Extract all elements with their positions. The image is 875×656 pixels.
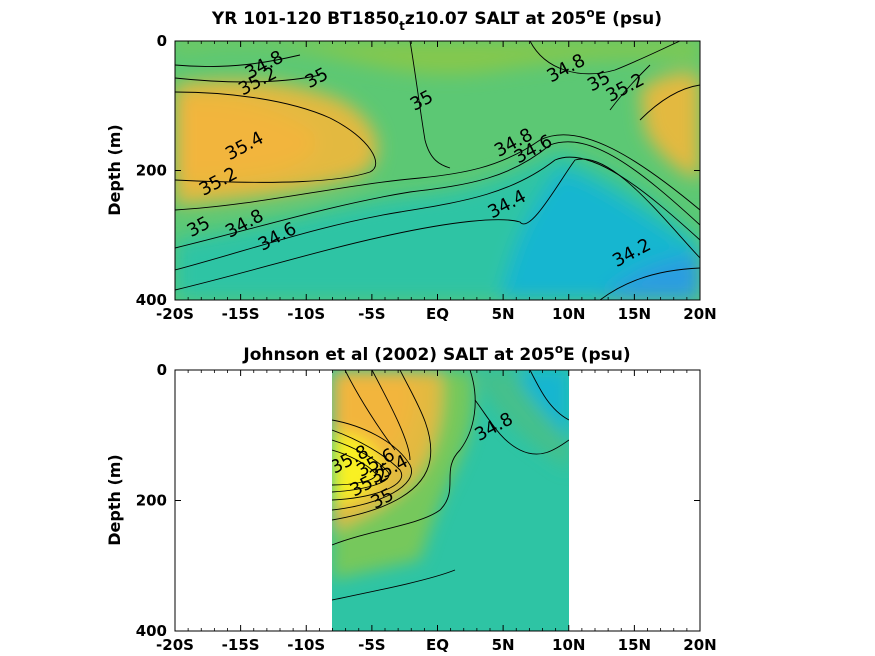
y-tick-label: 0 [157, 32, 167, 50]
bottom-contour-labels: 34.835.835.635.435.235 [332, 408, 517, 513]
contour-line [371, 370, 411, 461]
x-tick-label: -5S [358, 305, 385, 323]
top-y-axis-label: Depth (m) [105, 124, 124, 216]
x-tick-label: 20N [683, 636, 716, 654]
contour-line [332, 419, 412, 511]
bottom-heatmap: 34.835.835.635.435.235 [332, 370, 569, 631]
contour-line [332, 439, 390, 493]
contour-line [529, 370, 569, 421]
x-tick-label: EQ [426, 305, 449, 323]
contour-line [175, 134, 700, 211]
contour-line [175, 74, 321, 83]
top-axis-ticks: -20S -15S -10S -5S EQ 5N 10N 15N 20N 0 200 400 [136, 32, 717, 323]
top-contours [175, 41, 700, 300]
contour-line [609, 64, 651, 111]
contour-line [529, 41, 681, 75]
x-tick-label: -10S [287, 636, 325, 654]
heatmap-region-green [175, 41, 700, 75]
y-tick-label: 200 [136, 492, 167, 510]
x-tick-label: 15N [618, 636, 651, 654]
x-tick-label: -20S [156, 305, 194, 323]
bottom-chart: Johnson et al (2002) SALT at 205oE (psu) [105, 342, 717, 654]
contour-line [175, 158, 700, 291]
contour-line [175, 54, 301, 67]
y-tick-label: 0 [157, 361, 167, 379]
x-tick-label: -15S [222, 636, 260, 654]
contour-line [474, 399, 569, 455]
contour-line [332, 370, 432, 521]
x-tick-label: 5N [492, 305, 515, 323]
contour-line [599, 267, 700, 300]
bottom-contours [332, 370, 569, 601]
x-tick-label: 15N [618, 305, 651, 323]
contour-line [639, 84, 700, 121]
x-tick-label: 10N [552, 636, 585, 654]
x-tick-label: -5S [358, 636, 385, 654]
bottom-y-axis-label: Depth (m) [105, 454, 124, 546]
y-tick-label: 400 [136, 622, 167, 640]
top-chart: YR 101-120 BT1850tz10.07 SALT at 205oE (… [105, 6, 717, 323]
x-tick-label: -15S [222, 305, 260, 323]
x-tick-label: -10S [287, 305, 325, 323]
heatmap-region-orange-right [640, 72, 700, 180]
y-tick-label: 400 [136, 291, 167, 309]
bottom-chart-title: Johnson et al (2002) SALT at 205oE (psu) [242, 342, 630, 365]
contour-line [175, 141, 700, 249]
contour-line [409, 41, 451, 169]
x-tick-label: 10N [552, 305, 585, 323]
contour-line [332, 370, 476, 546]
top-chart-title: YR 101-120 BT1850tz10.07 SALT at 205oE (… [211, 6, 662, 33]
x-tick-label: -20S [156, 636, 194, 654]
x-tick-label: EQ [426, 636, 449, 654]
bottom-axis-ticks: -20S -15S -10S -5S EQ 5N 10N 15N 20N 0 200 400 [136, 361, 717, 654]
contour-line [332, 449, 376, 486]
x-tick-label: 5N [492, 636, 515, 654]
x-tick-label: 20N [683, 305, 716, 323]
contour-line [332, 429, 403, 501]
heatmap-region-deep-blue [600, 255, 700, 300]
heatmap-region-cyan [520, 370, 569, 440]
heatmap-region-orange-core [175, 99, 317, 180]
y-tick-label: 200 [136, 162, 167, 180]
contour-line [175, 91, 376, 183]
contour-line [332, 569, 456, 601]
